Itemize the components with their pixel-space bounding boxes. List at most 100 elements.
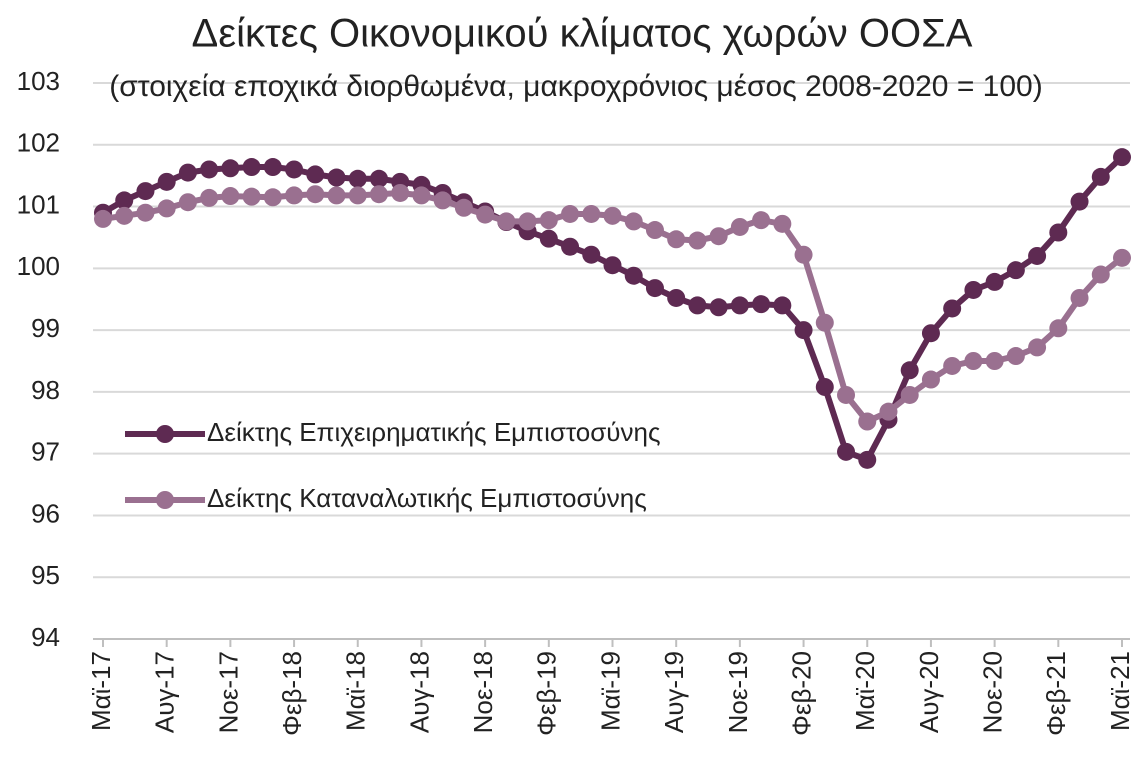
y-tick-label: 103: [17, 66, 60, 96]
point: [391, 183, 410, 202]
x-tick-label: Μαϊ-21: [1105, 651, 1135, 731]
point: [1006, 347, 1025, 366]
point: [645, 279, 664, 298]
point: [1091, 265, 1110, 284]
point: [582, 245, 601, 264]
point: [306, 185, 325, 204]
point: [263, 188, 282, 207]
series-line: [102, 190, 1124, 425]
point: [709, 227, 728, 246]
point: [794, 245, 813, 264]
point: [115, 191, 134, 210]
x-tick-label: Αυγ-18: [404, 651, 434, 733]
point: [348, 169, 367, 188]
point: [369, 169, 388, 188]
legend-marker: [156, 491, 174, 509]
x-tick-label: Αυγ-20: [914, 651, 944, 733]
point: [603, 206, 622, 225]
x-tick-label: Φεβ-19: [532, 651, 562, 736]
point: [645, 221, 664, 240]
y-tick-label: 95: [31, 560, 60, 590]
y-tick-label: 101: [17, 189, 60, 219]
x-tick-label: Μαϊ-20: [850, 651, 880, 731]
point: [454, 198, 473, 217]
point: [752, 295, 771, 314]
point: [667, 230, 686, 249]
point: [1006, 261, 1025, 280]
x-tick-label: Αυγ-19: [659, 651, 689, 733]
point: [497, 212, 516, 231]
point: [1113, 148, 1131, 167]
chart-title: Δείκτες Οικονομικού κλίματος χωρών ΟΟΣΑ: [192, 12, 973, 56]
point: [985, 352, 1004, 370]
point: [603, 256, 622, 275]
point: [1113, 248, 1131, 267]
y-tick-label: 100: [17, 251, 60, 281]
point: [539, 211, 558, 230]
point: [858, 450, 877, 469]
point: [921, 324, 940, 343]
point: [943, 356, 962, 375]
point: [94, 209, 112, 228]
point: [815, 313, 834, 332]
point: [561, 237, 580, 256]
point: [518, 212, 537, 231]
y-tick-label: 94: [31, 622, 60, 652]
x-tick-label: Αυγ-17: [150, 651, 180, 733]
y-tick-label: 102: [17, 128, 60, 158]
point: [348, 186, 367, 205]
point: [221, 159, 240, 178]
point: [178, 193, 197, 212]
point: [115, 206, 134, 225]
point: [815, 377, 834, 396]
point: [539, 229, 558, 248]
point: [624, 212, 643, 231]
point: [1028, 338, 1047, 357]
point: [327, 168, 346, 187]
legend-label: Δείκτης Καταναλωτικής Εμπιστοσύνης: [207, 483, 647, 513]
x-tick-label: Νοε-17: [213, 651, 243, 733]
point: [900, 385, 919, 404]
x-tick-label: Φεβ-21: [1041, 651, 1071, 736]
point: [157, 199, 176, 218]
x-tick-label: Νοε-19: [723, 651, 753, 733]
point: [752, 211, 771, 230]
y-tick-label: 98: [31, 375, 60, 405]
point: [773, 296, 792, 315]
point: [412, 186, 431, 205]
point: [369, 185, 388, 204]
point: [900, 361, 919, 380]
point: [285, 186, 304, 205]
x-tick-label: Μαϊ-19: [595, 651, 625, 731]
x-tick-label: Φεβ-20: [786, 651, 816, 736]
point: [1049, 223, 1068, 242]
point: [688, 296, 707, 315]
legend-marker: [156, 425, 174, 443]
x-tick-label: Φεβ-18: [277, 651, 307, 736]
point: [136, 182, 155, 201]
point: [285, 160, 304, 179]
x-tick-label: Νοε-18: [468, 651, 498, 733]
point: [837, 385, 856, 404]
y-tick-label: 97: [31, 437, 60, 467]
point: [709, 298, 728, 317]
point: [667, 288, 686, 307]
x-tick-label: Νοε-20: [978, 651, 1008, 733]
point: [985, 272, 1004, 291]
point: [242, 158, 261, 177]
point: [200, 188, 219, 207]
point: [688, 231, 707, 250]
point: [582, 204, 601, 223]
point: [1070, 192, 1089, 211]
point: [221, 187, 240, 206]
point: [964, 352, 983, 370]
point: [476, 205, 495, 224]
point: [837, 442, 856, 461]
point: [1049, 319, 1068, 338]
point: [136, 203, 155, 222]
point: [561, 204, 580, 223]
point: [242, 187, 261, 206]
x-tick-label: Μαϊ-17: [86, 651, 116, 731]
x-tick-label: Μαϊ-18: [341, 651, 371, 731]
